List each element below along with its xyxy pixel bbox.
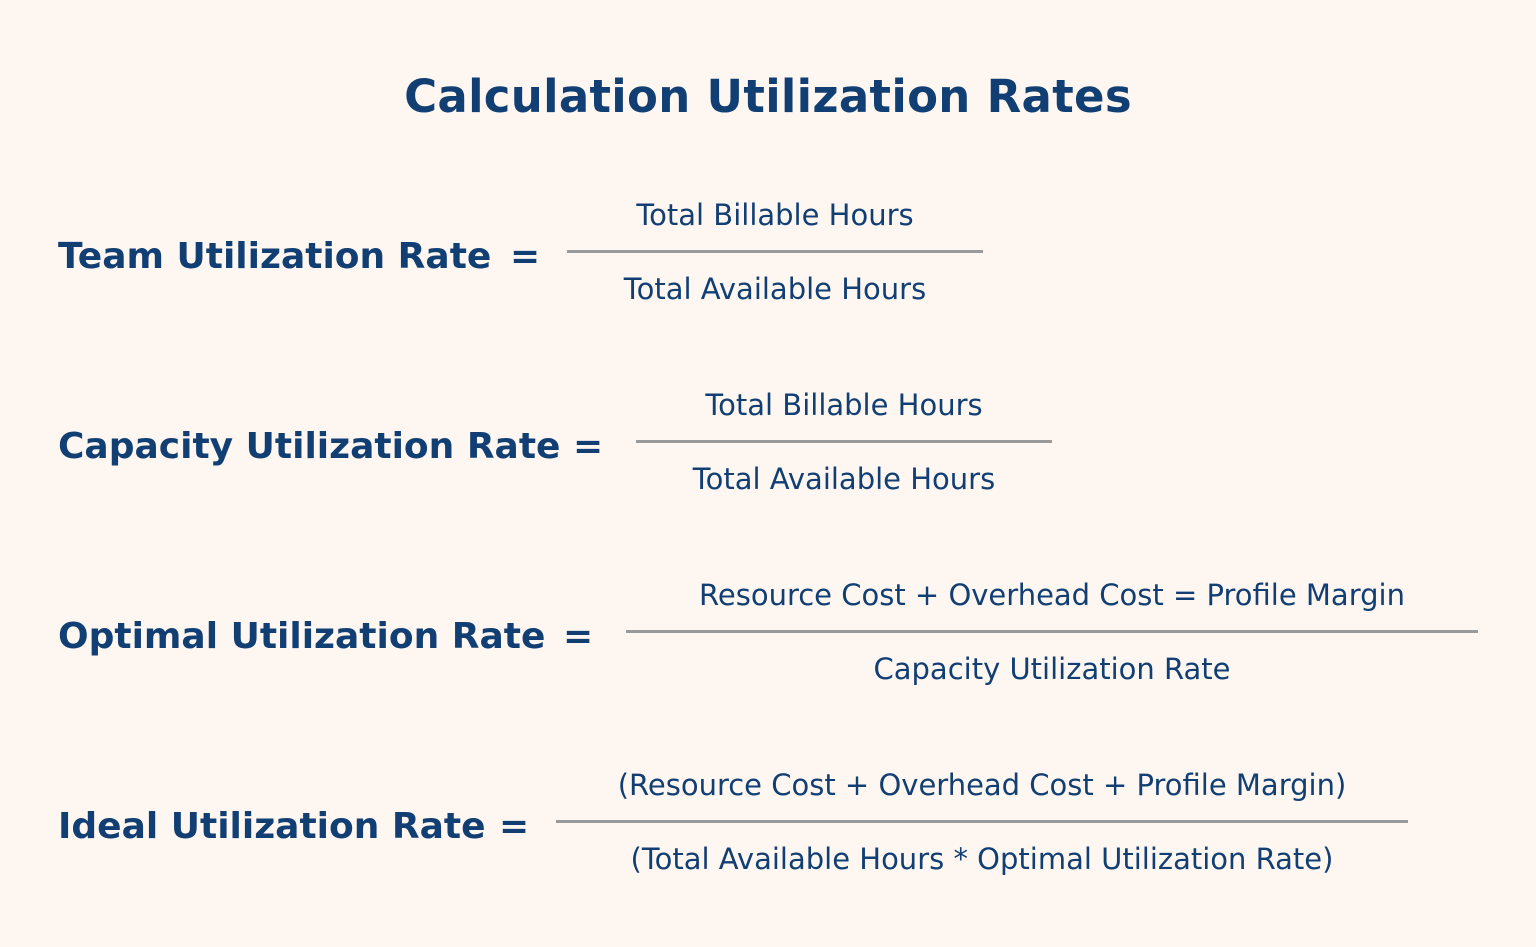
fraction-bar	[567, 250, 983, 253]
fraction-bar	[636, 440, 1052, 443]
denominator: Total Available Hours	[623, 272, 927, 306]
fraction-bar	[556, 820, 1408, 823]
formula-label: Optimal Utilization Rate	[58, 616, 546, 657]
numerator: Total Billable Hours	[636, 198, 914, 232]
numerator: Resource Cost + Overhead Cost = Profile …	[699, 578, 1405, 612]
denominator: Total Available Hours	[692, 462, 996, 496]
numerator: Total Billable Hours	[705, 388, 983, 422]
denominator: (Total Available Hours * Optimal Utiliza…	[630, 842, 1334, 876]
formula-label: Team Utilization Rate	[58, 236, 492, 277]
equals-sign: =	[563, 616, 594, 657]
equals-sign: =	[573, 426, 604, 467]
page-title: Calculation Utilization Rates	[404, 70, 1132, 123]
equals-sign: =	[510, 236, 541, 277]
formula-label: Capacity Utilization Rate	[58, 426, 561, 467]
fraction-bar	[626, 630, 1478, 633]
denominator: Capacity Utilization Rate	[873, 652, 1231, 686]
formula-label: Ideal Utilization Rate	[58, 806, 486, 847]
equals-sign: =	[499, 806, 530, 847]
numerator: (Resource Cost + Overhead Cost + Profile…	[617, 768, 1347, 802]
